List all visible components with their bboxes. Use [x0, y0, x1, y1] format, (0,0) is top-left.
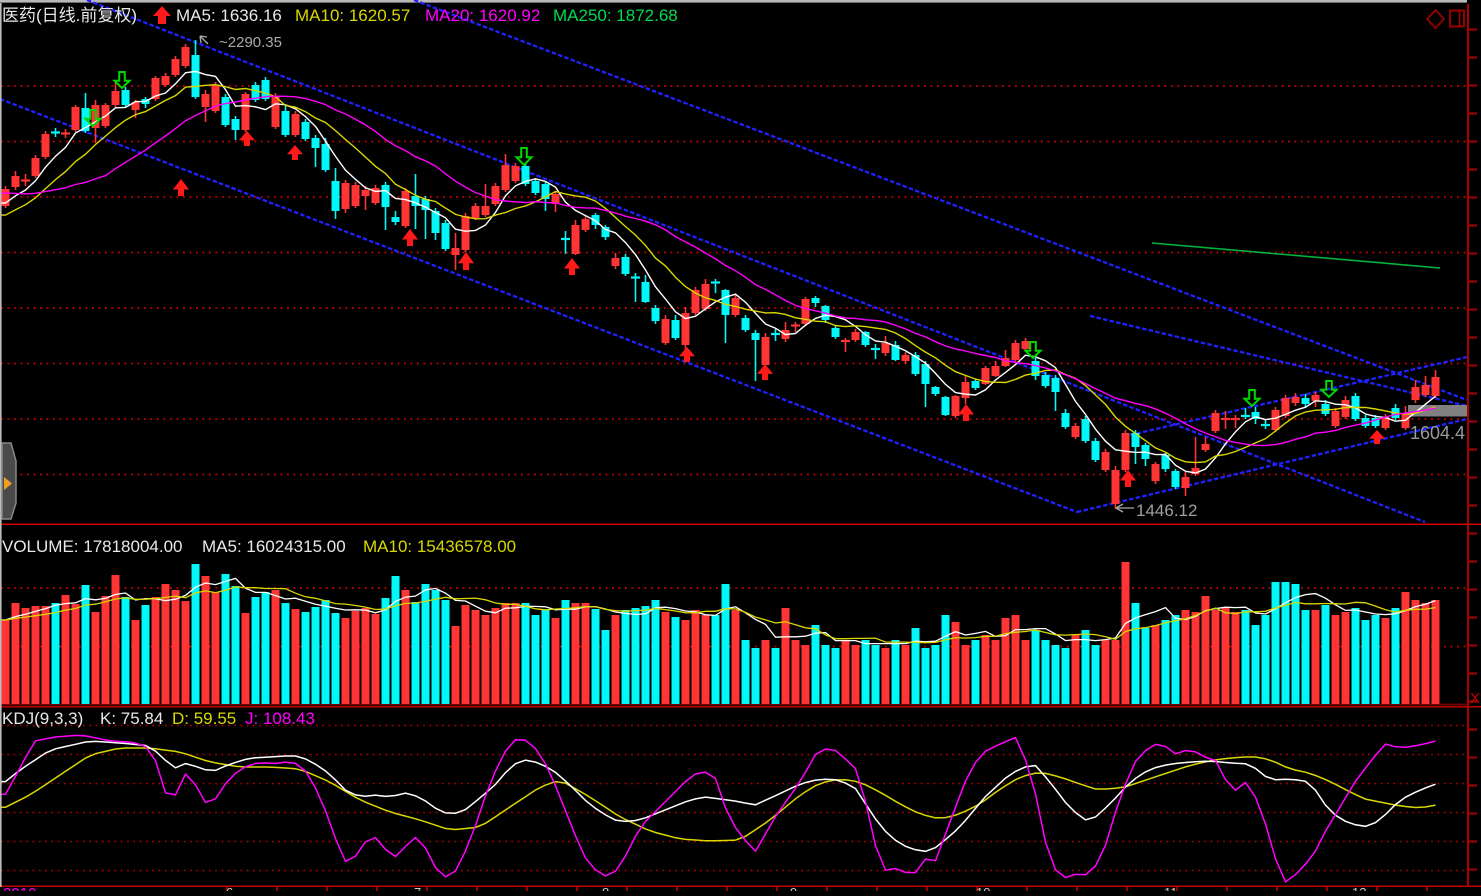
svg-text:1446.12: 1446.12 — [1136, 501, 1197, 520]
svg-text:11: 11 — [1164, 885, 1178, 891]
svg-text:10: 10 — [976, 885, 990, 891]
svg-text:7: 7 — [414, 885, 421, 891]
svg-text:MA250: 1872.68: MA250: 1872.68 — [553, 6, 678, 25]
svg-text:J: 108.43: J: 108.43 — [245, 709, 315, 728]
svg-text:12: 12 — [1352, 885, 1366, 891]
svg-text:MA20: 1620.92: MA20: 1620.92 — [425, 6, 540, 25]
svg-text:1604.4: 1604.4 — [1410, 423, 1465, 443]
svg-text:VOLUME: 17818004.00: VOLUME: 17818004.00 — [2, 537, 183, 556]
svg-text:D: 59.55: D: 59.55 — [172, 709, 236, 728]
svg-text:9: 9 — [790, 885, 797, 891]
svg-text:MA5: 1636.16: MA5: 1636.16 — [176, 6, 282, 25]
svg-text:MA10: 15436578.00: MA10: 15436578.00 — [363, 537, 516, 556]
svg-text:KDJ(9,3,3): KDJ(9,3,3) — [2, 709, 83, 728]
svg-text:2010: 2010 — [3, 885, 36, 891]
svg-text:MA10: 1620.57: MA10: 1620.57 — [295, 6, 410, 25]
svg-text:K: 75.84: K: 75.84 — [100, 709, 163, 728]
svg-text:X: X — [1470, 690, 1480, 707]
svg-text:MA5: 16024315.00: MA5: 16024315.00 — [202, 537, 346, 556]
svg-text:6: 6 — [226, 885, 233, 891]
svg-text:~2290.35: ~2290.35 — [219, 34, 282, 51]
svg-text:医药(日线.前复权): 医药(日线.前复权) — [2, 6, 137, 25]
svg-text:8: 8 — [602, 885, 609, 891]
